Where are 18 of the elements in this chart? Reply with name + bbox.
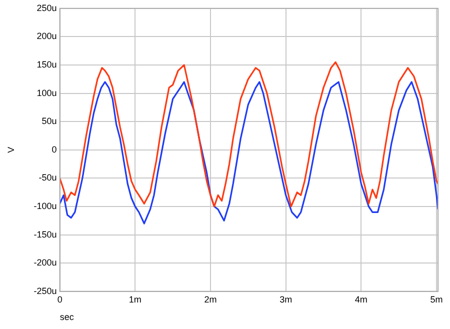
y-tick-label: -200u xyxy=(34,258,57,268)
y-tick-label: -50u xyxy=(38,172,57,183)
y-tick-label: 200u xyxy=(36,31,57,42)
y-tick-label: 150u xyxy=(36,59,57,70)
x-tick-label: 4m xyxy=(354,294,368,304)
x-tick-label: 2m xyxy=(204,294,217,304)
y-tick-label: 250u xyxy=(36,2,57,13)
x-tick-label: 5m xyxy=(430,294,443,304)
x-axis-title: sec xyxy=(60,312,74,322)
y-axis-title: V xyxy=(6,146,16,153)
y-tick-label: 50u xyxy=(42,116,57,126)
y-tick-label: 0 xyxy=(52,144,57,154)
x-tick-label: 3m xyxy=(280,294,292,304)
y-tick-label: 100u xyxy=(36,88,57,98)
x-tick-label: 1m xyxy=(128,294,142,304)
y-tick-label: -250u xyxy=(34,286,57,296)
y-tick-label: -150u xyxy=(34,229,57,240)
y-tick-label: -100u xyxy=(34,200,57,211)
